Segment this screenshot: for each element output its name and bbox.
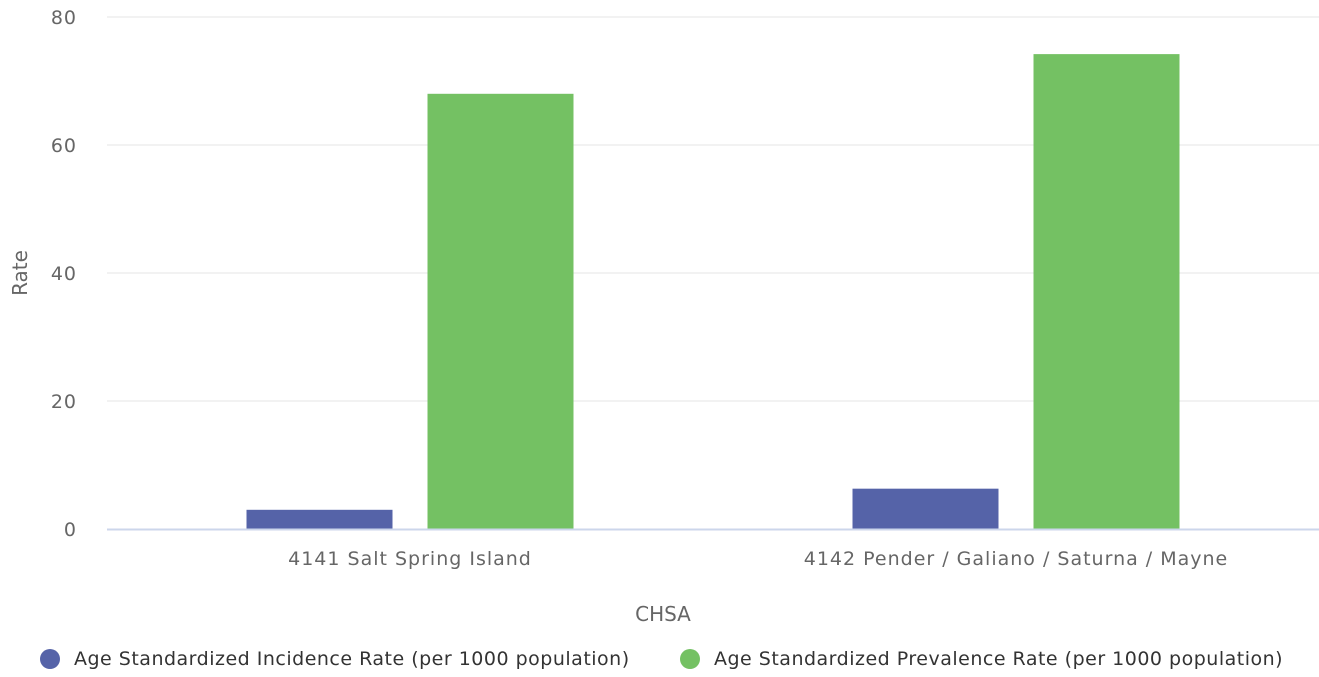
chart-plot: 0 20 40 60 80 4141 Salt Spring Island 4142 Pe… — [8, 7, 1319, 626]
bar-prevalence-0[interactable] — [427, 93, 574, 530]
y-tick-label: 40 — [51, 263, 77, 285]
legend: Age Standardized Incidence Rate (per 100… — [0, 644, 1319, 674]
bars — [246, 54, 1180, 530]
x-tick-label: 4141 Salt Spring Island — [288, 548, 532, 570]
y-tick-label: 60 — [51, 135, 77, 157]
bar-prevalence-1[interactable] — [1033, 54, 1180, 530]
y-axis: 0 20 40 60 80 — [51, 7, 77, 541]
y-tick-label: 80 — [51, 7, 77, 29]
y-axis-title: Rate — [8, 250, 32, 296]
legend-item-prevalence[interactable]: Age Standardized Prevalence Rate (per 10… — [680, 644, 1283, 674]
y-tick-label: 20 — [51, 391, 77, 413]
legend-swatch-prevalence — [680, 649, 700, 669]
legend-swatch-incidence — [40, 649, 60, 669]
y-tick-label: 0 — [64, 519, 77, 541]
x-axis-title: CHSA — [635, 602, 691, 626]
bar-incidence-0[interactable] — [246, 509, 393, 529]
legend-label-prevalence: Age Standardized Prevalence Rate (per 10… — [714, 648, 1284, 670]
x-axis: 4141 Salt Spring Island 4142 Pender / Gal… — [288, 548, 1229, 570]
legend-label-incidence: Age Standardized Incidence Rate (per 100… — [74, 648, 630, 670]
legend-item-incidence[interactable]: Age Standardized Incidence Rate (per 100… — [40, 644, 630, 674]
bar-incidence-1[interactable] — [852, 488, 999, 529]
x-tick-label: 4142 Pender / Galiano / Saturna / Mayne — [804, 548, 1229, 570]
